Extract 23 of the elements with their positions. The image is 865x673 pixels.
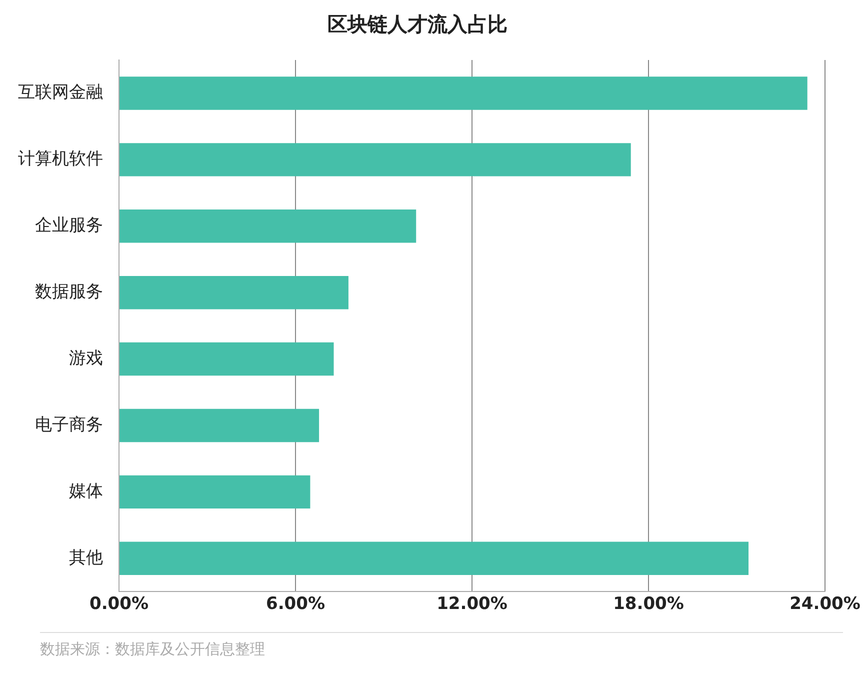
chart-title: 区块链人才流入占比 [328,12,508,36]
bar [120,408,320,442]
bar [120,276,348,310]
x-tick-label: 18.00% [613,594,684,614]
bar [120,76,808,110]
y-tick-label: 计算机软件 [18,149,103,170]
y-tick-label: 其他 [69,548,103,568]
bar [120,342,334,376]
y-tick-label: 媒体 [69,481,103,502]
source-note: 数据来源：数据库及公开信息整理 [40,640,265,659]
x-tick-label: 0.00% [90,594,148,614]
bar [120,542,749,575]
y-tick-label: 游戏 [69,348,103,368]
y-tick-label: 企业服务 [35,216,103,236]
y-tick-label: 电子商务 [35,414,103,435]
x-tick-label: 6.00% [266,594,325,614]
x-tick-label: 24.00% [790,594,860,614]
bar [120,475,310,509]
bar [120,210,416,243]
x-tick-label: 12.00% [436,594,508,614]
bar [120,143,631,176]
y-tick-label: 数据服务 [35,282,103,302]
y-tick-label: 互联网金融 [18,82,103,103]
